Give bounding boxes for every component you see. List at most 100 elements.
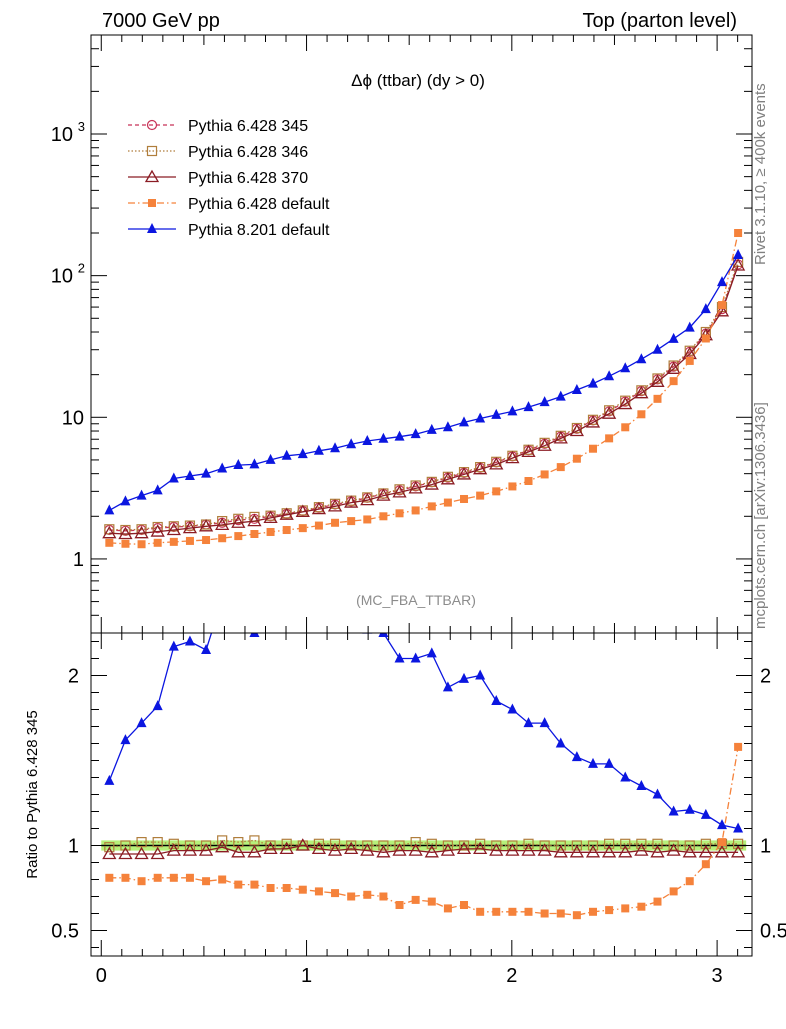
ratio-point-pythia-6-428-346-17 — [378, 840, 389, 851]
main-point-pythia-8-201-default-38 — [716, 276, 727, 287]
ratio-point-pythia-6-428-370-28 — [553, 844, 568, 858]
ratio-point-pythia-6-428-370-6 — [198, 843, 214, 856]
main-point-pythia-6-428-346-18 — [394, 484, 405, 495]
ratio-point-pythia-8-201-default-14 — [330, 619, 340, 629]
ratio-point-pythia-6-428-370-16 — [360, 843, 375, 856]
ratio-point-pythia-6-428-default-14 — [331, 889, 340, 898]
main-point-pythia-6-428-default-33 — [637, 410, 646, 419]
ratio-point-pythia-6-428-346-32 — [620, 838, 631, 849]
ratio-ylabel: Ratio to Pythia 6.428 345 — [24, 710, 41, 878]
main-point-pythia-8-201-default-4 — [168, 472, 179, 483]
ratio-point-pythia-6-428-default-34 — [653, 897, 662, 906]
legend-label-pythia-8-201-default: Pythia 8.201 default — [188, 222, 330, 239]
ratio-point-pythia-6-428-370-14 — [327, 843, 343, 856]
ratio-point-pythia-8-201-default-4 — [168, 640, 179, 651]
main-point-pythia-8-201-default-26 — [523, 401, 534, 412]
main-line-pythia-6-428-346 — [109, 261, 739, 531]
main-point-pythia-8-201-default-35 — [668, 332, 679, 343]
main-point-pythia-6-428-default-14 — [331, 518, 340, 527]
main-point-pythia-6-428-default-27 — [540, 470, 549, 479]
main-point-pythia-6-428-default-17 — [379, 512, 388, 521]
main-point-pythia-8-201-default-2 — [136, 489, 147, 500]
ratio-line-pythia-6-428-370 — [109, 844, 739, 855]
ratio-point-pythia-8-201-default-22 — [459, 672, 470, 683]
ratio-point-pythia-6-428-default-12 — [298, 885, 307, 894]
ratio-point-pythia-6-428-370-35 — [666, 843, 681, 856]
ratio-point-pythia-6-428-370-0 — [102, 846, 117, 860]
ratio-point-pythia-6-428-default-21 — [443, 904, 452, 913]
main-point-pythia-6-428-default-11 — [282, 526, 291, 535]
ratio-point-pythia-6-428-default-24 — [492, 907, 501, 916]
ratio-point-pythia-8-201-default-2 — [136, 717, 147, 728]
main-point-pythia-6-428-default-4 — [169, 537, 178, 546]
ratio-point-pythia-6-428-370-17 — [376, 844, 391, 858]
main-point-pythia-8-201-default-29 — [571, 383, 582, 394]
ratio-point-pythia-6-428-370-22 — [456, 841, 472, 855]
main-point-pythia-8-201-default-1 — [120, 495, 131, 506]
main-point-pythia-8-201-default-22 — [459, 416, 470, 427]
main-ytick-label: 1 — [73, 549, 84, 571]
ratio-point-pythia-6-428-default-32 — [621, 904, 630, 913]
ratio-point-pythia-6-428-370-37 — [698, 844, 713, 858]
ratio-point-pythia-6-428-370-13 — [311, 841, 327, 855]
ratio-point-pythia-6-428-default-11 — [282, 884, 291, 892]
main-point-pythia-8-201-default-6 — [201, 467, 212, 478]
main-point-pythia-6-428-370-23 — [473, 461, 488, 475]
main-point-pythia-6-428-370-7 — [215, 517, 230, 531]
side-text-rivet: Rivet 3.1.10, ≥ 400k events — [752, 83, 769, 265]
main-point-pythia-8-201-default-14 — [330, 442, 341, 453]
main-point-pythia-8-201-default-15 — [346, 438, 357, 449]
main-point-pythia-6-428-default-9 — [250, 529, 259, 538]
ratio-point-pythia-6-428-default-31 — [605, 906, 614, 915]
main-point-pythia-6-428-370-33 — [634, 385, 649, 399]
ratio-point-pythia-6-428-346-31 — [604, 838, 615, 849]
xtick-label: 2 — [506, 965, 517, 987]
main-point-pythia-6-428-346-27 — [539, 437, 550, 448]
ratio-ytick-label-right: 0.5 — [760, 921, 786, 943]
ratio-point-pythia-6-428-370-7 — [215, 839, 230, 853]
main-point-pythia-6-428-default-36 — [685, 356, 694, 365]
ratio-point-pythia-6-428-default-4 — [169, 873, 178, 882]
ratio-point-pythia-8-201-default-34 — [652, 788, 663, 799]
legend: Pythia 6.428 345 Pythia 6.428 346 Pythia 6… — [128, 118, 330, 239]
ratio-point-pythia-6-428-346-28 — [555, 840, 566, 851]
ratio-point-pythia-8-201-default-7 — [217, 593, 227, 603]
main-point-pythia-6-428-370-25 — [505, 450, 520, 464]
ratio-ytick-label-right: 2 — [760, 666, 771, 688]
main-ytick-label: 10 — [51, 124, 73, 146]
ratio-point-pythia-6-428-370-29 — [569, 844, 584, 858]
main-point-pythia-6-428-default-31 — [605, 434, 614, 443]
ratio-series-group — [102, 585, 746, 920]
ratio-point-pythia-6-428-default-28 — [556, 909, 565, 918]
main-point-pythia-8-201-default-34 — [652, 343, 663, 354]
main-point-pythia-6-428-default-7 — [218, 534, 227, 543]
main-point-pythia-6-428-default-1 — [121, 539, 130, 548]
main-point-pythia-6-428-370-0 — [102, 525, 117, 539]
main-point-pythia-6-428-default-21 — [443, 498, 452, 507]
main-series-group — [102, 229, 746, 549]
ratio-point-pythia-6-428-370-3 — [150, 846, 165, 860]
main-point-pythia-6-428-370-1 — [118, 526, 133, 540]
ratio-point-pythia-8-201-default-39 — [733, 822, 744, 833]
ratio-point-pythia-6-428-default-37 — [701, 860, 710, 869]
ratio-point-pythia-6-428-370-24 — [489, 843, 504, 856]
ratio-point-pythia-6-428-default-23 — [476, 907, 485, 916]
main-point-pythia-6-428-370-28 — [553, 431, 568, 444]
ratio-point-pythia-6-428-346-2 — [136, 836, 147, 848]
ratio-point-pythia-8-201-default-11 — [282, 585, 292, 595]
main-point-pythia-8-201-default-28 — [555, 390, 566, 401]
main-ytick-label-exponent: 2 — [78, 261, 85, 276]
main-point-pythia-6-428-default-38 — [717, 301, 726, 310]
main-point-pythia-8-201-default-33 — [636, 353, 647, 364]
ratio-point-pythia-8-201-default-5 — [184, 635, 195, 646]
ratio-point-pythia-6-428-346-29 — [571, 840, 582, 851]
ratio-point-pythia-8-201-default-32 — [620, 771, 631, 782]
main-point-pythia-6-428-default-6 — [202, 536, 211, 545]
ratio-point-pythia-8-201-default-37 — [700, 808, 711, 819]
main-point-pythia-6-428-370-6 — [198, 518, 214, 532]
main-point-pythia-6-428-346-35 — [668, 360, 679, 371]
ratio-point-pythia-8-201-default-13 — [314, 619, 324, 629]
main-point-pythia-6-428-default-3 — [153, 538, 162, 547]
ratio-point-pythia-6-428-370-18 — [392, 843, 407, 856]
main-point-pythia-8-201-default-19 — [410, 428, 421, 439]
